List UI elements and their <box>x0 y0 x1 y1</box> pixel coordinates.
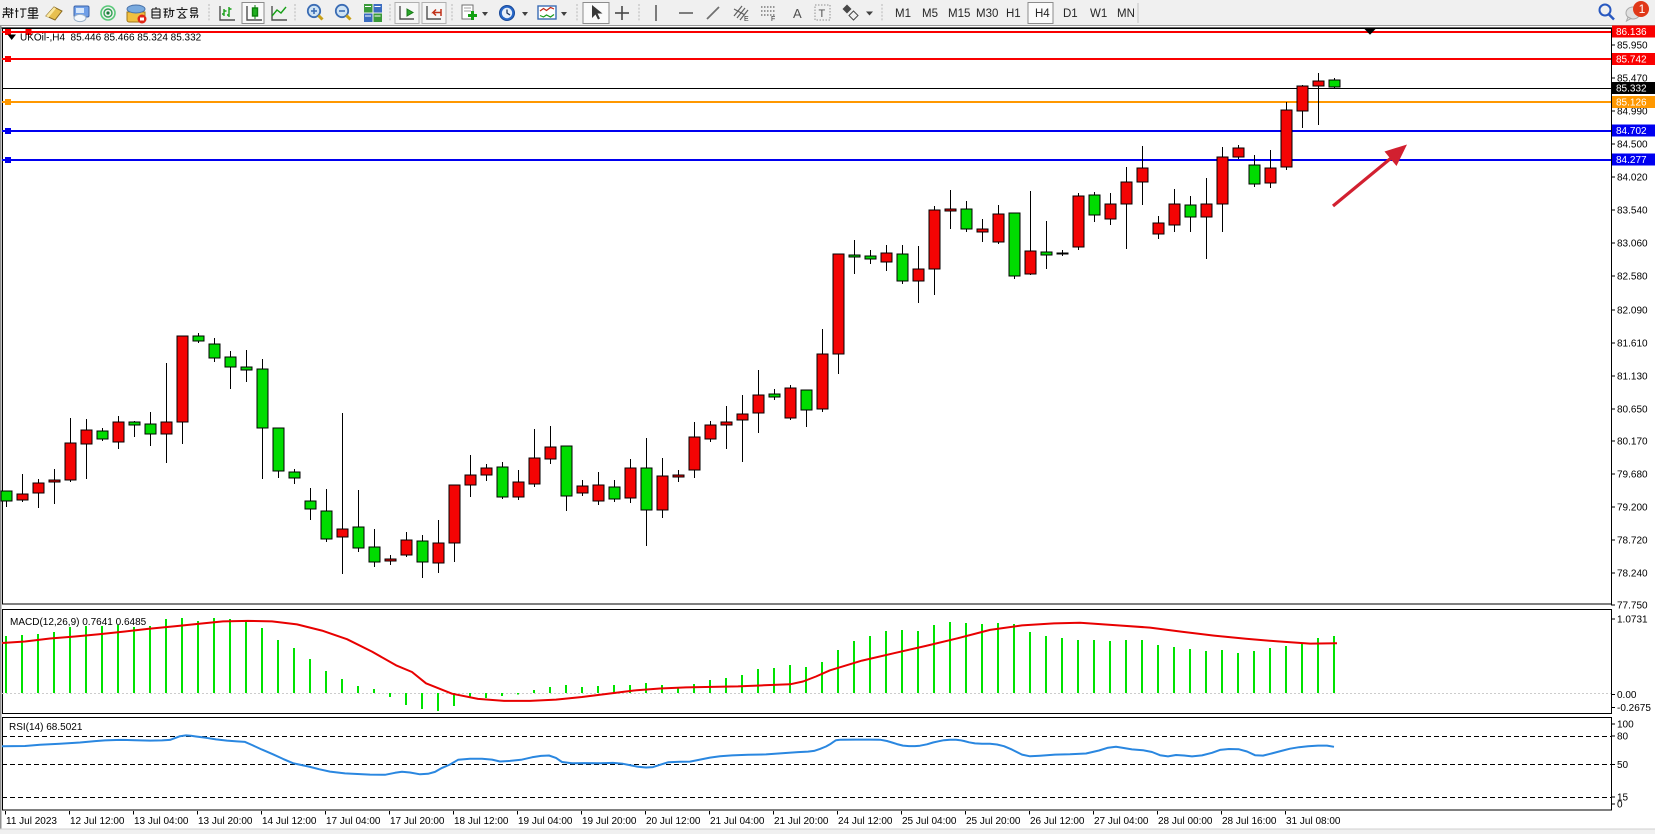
svg-text:28 Jul 00:00: 28 Jul 00:00 <box>1158 816 1213 827</box>
svg-text:A: A <box>793 6 802 21</box>
svg-text:85.742: 85.742 <box>1616 55 1647 66</box>
svg-text:18 Jul 12:00: 18 Jul 12:00 <box>454 816 509 827</box>
svg-text:24 Jul 12:00: 24 Jul 12:00 <box>838 816 893 827</box>
svg-text:19 Jul 20:00: 19 Jul 20:00 <box>582 816 637 827</box>
svg-text:85.950: 85.950 <box>1617 41 1648 52</box>
svg-text:15: 15 <box>1617 793 1629 804</box>
svg-text:M30: M30 <box>976 8 998 20</box>
svg-text:31 Jul 08:00: 31 Jul 08:00 <box>1286 816 1341 827</box>
svg-text:1.0731: 1.0731 <box>1617 615 1648 626</box>
svg-text:F: F <box>771 16 775 23</box>
svg-text:0.00: 0.00 <box>1617 690 1637 701</box>
svg-text:80.170: 80.170 <box>1617 437 1648 448</box>
svg-text:25 Jul 20:00: 25 Jul 20:00 <box>966 816 1021 827</box>
svg-text:M1: M1 <box>895 8 911 20</box>
svg-text:1: 1 <box>1639 2 1646 16</box>
svg-text:25 Jul 04:00: 25 Jul 04:00 <box>902 816 957 827</box>
svg-text:77.750: 77.750 <box>1617 601 1648 612</box>
svg-text:MN: MN <box>1117 8 1135 20</box>
svg-text:83.060: 83.060 <box>1617 239 1648 250</box>
svg-text:80: 80 <box>1617 732 1629 743</box>
svg-text:17 Jul 20:00: 17 Jul 20:00 <box>390 816 445 827</box>
svg-text:79.680: 79.680 <box>1617 470 1648 481</box>
svg-text:85.126: 85.126 <box>1616 98 1647 109</box>
svg-text:13 Jul 04:00: 13 Jul 04:00 <box>134 816 189 827</box>
svg-text:79.200: 79.200 <box>1617 503 1648 514</box>
svg-text:M5: M5 <box>922 8 938 20</box>
svg-text:UKOil-,H4 85.446 85.466 85.32: UKOil-,H4 85.446 85.466 85.324 85.332 <box>20 33 202 44</box>
svg-text:80.650: 80.650 <box>1617 405 1648 416</box>
svg-text:H4: H4 <box>1035 8 1050 20</box>
svg-text:13 Jul 20:00: 13 Jul 20:00 <box>198 816 253 827</box>
svg-text:81.610: 81.610 <box>1617 339 1648 350</box>
svg-text:17 Jul 04:00: 17 Jul 04:00 <box>326 816 381 827</box>
svg-text:0: 0 <box>1617 800 1623 811</box>
svg-text:20 Jul 12:00: 20 Jul 12:00 <box>646 816 701 827</box>
svg-text:81.130: 81.130 <box>1617 372 1648 383</box>
svg-text:H1: H1 <box>1006 8 1021 20</box>
svg-text:19 Jul 04:00: 19 Jul 04:00 <box>518 816 573 827</box>
svg-text:85.332: 85.332 <box>1616 84 1647 95</box>
svg-text:11 Jul 2023: 11 Jul 2023 <box>6 816 57 827</box>
svg-text:84.277: 84.277 <box>1616 155 1647 166</box>
svg-text:12 Jul 12:00: 12 Jul 12:00 <box>70 816 125 827</box>
svg-text:78.720: 78.720 <box>1617 536 1648 547</box>
svg-text:MACD(12,26,9) 0.7641 0.6485: MACD(12,26,9) 0.7641 0.6485 <box>10 617 147 628</box>
svg-text:82.090: 82.090 <box>1617 306 1648 317</box>
svg-text:T: T <box>819 8 826 20</box>
svg-text:-0.2675: -0.2675 <box>1617 703 1651 714</box>
svg-text:86.136: 86.136 <box>1616 27 1647 38</box>
svg-text:21 Jul 20:00: 21 Jul 20:00 <box>774 816 829 827</box>
svg-text:28 Jul 16:00: 28 Jul 16:00 <box>1222 816 1277 827</box>
svg-text:84.990: 84.990 <box>1617 107 1648 118</box>
svg-text:84.702: 84.702 <box>1616 126 1647 137</box>
svg-text:78.240: 78.240 <box>1617 569 1648 580</box>
svg-text:RSI(14) 68.5021: RSI(14) 68.5021 <box>9 722 83 733</box>
svg-text:100: 100 <box>1617 720 1634 731</box>
svg-text:D1: D1 <box>1063 8 1078 20</box>
svg-text:82.580: 82.580 <box>1617 272 1648 283</box>
svg-text:50: 50 <box>1617 760 1629 771</box>
svg-text:84.500: 84.500 <box>1617 140 1648 151</box>
svg-text:W1: W1 <box>1090 8 1107 20</box>
svg-text:84.020: 84.020 <box>1617 173 1648 184</box>
svg-text:83.540: 83.540 <box>1617 206 1648 217</box>
svg-text:27 Jul 04:00: 27 Jul 04:00 <box>1094 816 1149 827</box>
svg-text:26 Jul 12:00: 26 Jul 12:00 <box>1030 816 1085 827</box>
svg-text:M15: M15 <box>948 8 970 20</box>
svg-text:14 Jul 12:00: 14 Jul 12:00 <box>262 816 317 827</box>
svg-text:21 Jul 04:00: 21 Jul 04:00 <box>710 816 765 827</box>
svg-text:85.470: 85.470 <box>1617 74 1648 85</box>
svg-text:E: E <box>744 16 749 23</box>
